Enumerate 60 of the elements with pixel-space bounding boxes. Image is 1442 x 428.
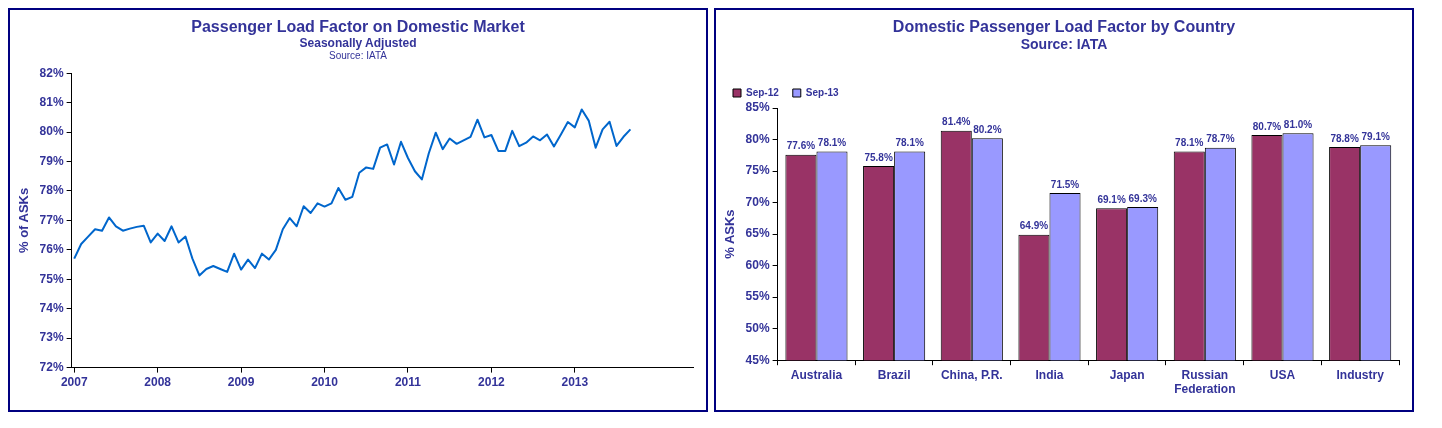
y-tick-label: 55% — [745, 289, 770, 304]
x-tick-label: China, P.R. — [940, 367, 1003, 382]
data-label: 80.7% — [1252, 120, 1282, 132]
x-tick-label: India — [1035, 367, 1064, 382]
data-label: 69.3% — [1128, 192, 1157, 204]
x-tick-label: Brazil — [877, 367, 911, 382]
chart-subtitle: Source: IATA — [1020, 36, 1108, 52]
data-label: 64.9% — [1019, 220, 1049, 232]
data-label: 78.1% — [895, 137, 924, 149]
y-tick-label: 80% — [745, 131, 770, 146]
data-label: 80.2% — [973, 124, 1002, 136]
x-tick-label: Russian Federation — [1174, 367, 1236, 397]
y-tick-label: 75% — [745, 163, 770, 178]
y-tick-label: 76% — [39, 242, 64, 257]
data-label: 78.7% — [1206, 133, 1235, 145]
x-tick-label: Japan — [1109, 367, 1145, 382]
y-tick-label: 79% — [39, 153, 64, 168]
data-label: 78.1% — [1175, 137, 1204, 149]
y-tick-label: 85% — [745, 100, 770, 115]
y-axis-title: % of ASKs — [16, 187, 32, 254]
chart-title: Passenger Load Factor on Domestic Market — [191, 18, 525, 36]
data-label: 78.1% — [817, 137, 847, 149]
y-tick-label: 77% — [39, 212, 64, 227]
y-tick-label: 65% — [745, 226, 770, 241]
y-tick-label: 75% — [39, 271, 64, 286]
y-tick-label: 72% — [39, 359, 64, 374]
y-tick-label: 45% — [745, 352, 770, 367]
y-tick-label: 78% — [39, 183, 64, 198]
x-tick-label: Industry — [1336, 367, 1385, 382]
data-label: 81.4% — [942, 116, 971, 128]
x-tick-label: 2011 — [394, 375, 422, 390]
legend-label: Sep-13 — [805, 86, 840, 98]
chart-subtitle: Seasonally Adjusted — [299, 36, 417, 50]
x-tick-label: Australia — [790, 367, 843, 382]
chart-title: Domestic Passenger Load Factor by Country — [892, 18, 1236, 36]
y-tick-label: 80% — [39, 124, 64, 139]
x-tick-label: 2010 — [311, 375, 339, 390]
x-tick-label: 2008 — [144, 375, 172, 390]
legend-label: Sep-12 — [746, 86, 780, 98]
y-tick-label: 81% — [39, 94, 64, 109]
data-label: 81.0% — [1283, 118, 1313, 130]
x-tick-label: USA — [1269, 367, 1296, 382]
data-label: 69.1% — [1097, 194, 1126, 205]
source-note: Source: IATA — [329, 50, 387, 61]
x-tick-label: 2009 — [227, 375, 255, 390]
data-label: 77.6% — [786, 140, 816, 152]
y-tick-label: 74% — [39, 301, 64, 316]
data-label: 75.8% — [864, 151, 893, 163]
data-label: 79.1% — [1361, 130, 1390, 142]
y-axis-title: % ASKs — [722, 209, 738, 259]
x-tick-label: 2012 — [478, 375, 506, 390]
y-tick-label: 60% — [745, 257, 770, 272]
y-tick-label: 82% — [39, 65, 64, 80]
y-tick-label: 50% — [745, 320, 770, 335]
data-label: 71.5% — [1050, 178, 1080, 190]
y-tick-label: 70% — [745, 194, 770, 209]
y-tick-label: 73% — [39, 330, 64, 345]
x-tick-label: 2007 — [60, 375, 88, 390]
data-label: 78.8% — [1330, 132, 1359, 144]
x-tick-label: 2013 — [561, 375, 589, 390]
